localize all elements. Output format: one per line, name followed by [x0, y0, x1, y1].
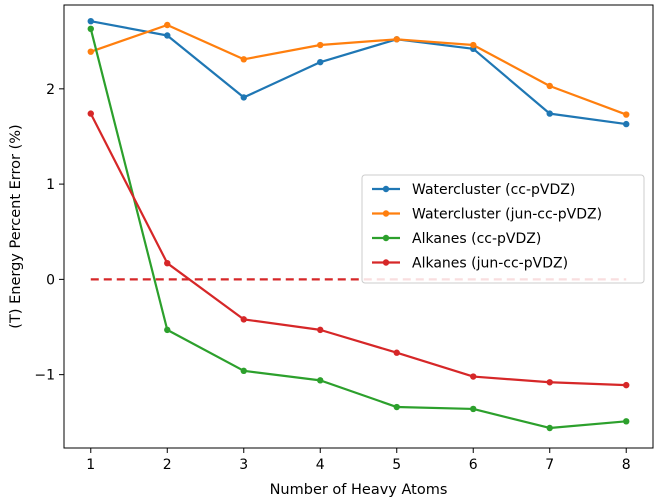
y-axis-label: (T) Energy Percent Error (%) [8, 124, 24, 328]
data-point [240, 56, 247, 63]
data-point [240, 94, 247, 101]
series-line [89, 113, 627, 387]
data-point [164, 259, 171, 267]
data-point [623, 120, 630, 128]
data-point [317, 326, 324, 334]
series-line [90, 23, 627, 116]
legend-swatch-marker [382, 234, 390, 242]
data-point [317, 377, 324, 384]
legend-label: Watercluster (jun-cc-pVDZ) [412, 207, 602, 223]
data-point [546, 82, 553, 90]
x-tick-label: 7 [545, 457, 554, 473]
legend-box [361, 174, 645, 284]
data-point [546, 110, 553, 117]
data-point [393, 403, 400, 411]
legend: Watercluster (cc-pVDZ) Watercluster (jun-… [361, 174, 645, 284]
x-tick-label: 4 [316, 457, 325, 473]
x-tick-label: 1 [86, 457, 95, 473]
data-point [240, 316, 247, 323]
data-point [164, 32, 171, 39]
legend-swatch-marker [382, 259, 390, 266]
y-tick-label: 2 [46, 82, 55, 98]
data-point [393, 36, 400, 43]
data-point [87, 48, 94, 55]
y-tick-label: 1 [46, 177, 55, 193]
series-line [89, 28, 627, 430]
y-tick-label: 0 [46, 272, 55, 288]
x-tick-label: 3 [239, 457, 248, 473]
data-point [240, 367, 247, 375]
data-point [470, 41, 477, 49]
data-point [546, 379, 553, 386]
data-point [317, 41, 324, 49]
data-point [164, 21, 171, 29]
data-point [87, 110, 94, 117]
data-point [623, 418, 630, 425]
data-point [87, 25, 94, 33]
data-point [623, 111, 630, 118]
legend-swatch-marker [382, 210, 390, 217]
legend-label: Alkanes (jun-cc-pVDZ) [412, 256, 568, 272]
y-tick-label: −1 [34, 368, 55, 384]
legend-label: Alkanes (cc-pVDZ) [412, 231, 541, 247]
x-axis-label: Number of Heavy Atoms [270, 482, 448, 498]
data-point [317, 58, 324, 66]
series-3 [87, 110, 630, 389]
x-tick-label: 8 [622, 457, 631, 473]
x-tick-label: 6 [469, 457, 478, 473]
series-1 [87, 21, 630, 118]
data-point [470, 405, 477, 413]
data-point [470, 373, 477, 380]
data-point [87, 17, 94, 25]
data-point [164, 326, 171, 334]
x-tick-label: 5 [392, 457, 401, 473]
legend-swatch-marker [382, 185, 390, 193]
data-point [393, 349, 400, 356]
series-line [90, 20, 627, 126]
data-point [546, 424, 553, 432]
data-point [623, 381, 630, 389]
legend-label: Watercluster (cc-pVDZ) [412, 182, 575, 198]
series-2 [87, 25, 630, 432]
x-tick-label: 2 [163, 457, 172, 473]
